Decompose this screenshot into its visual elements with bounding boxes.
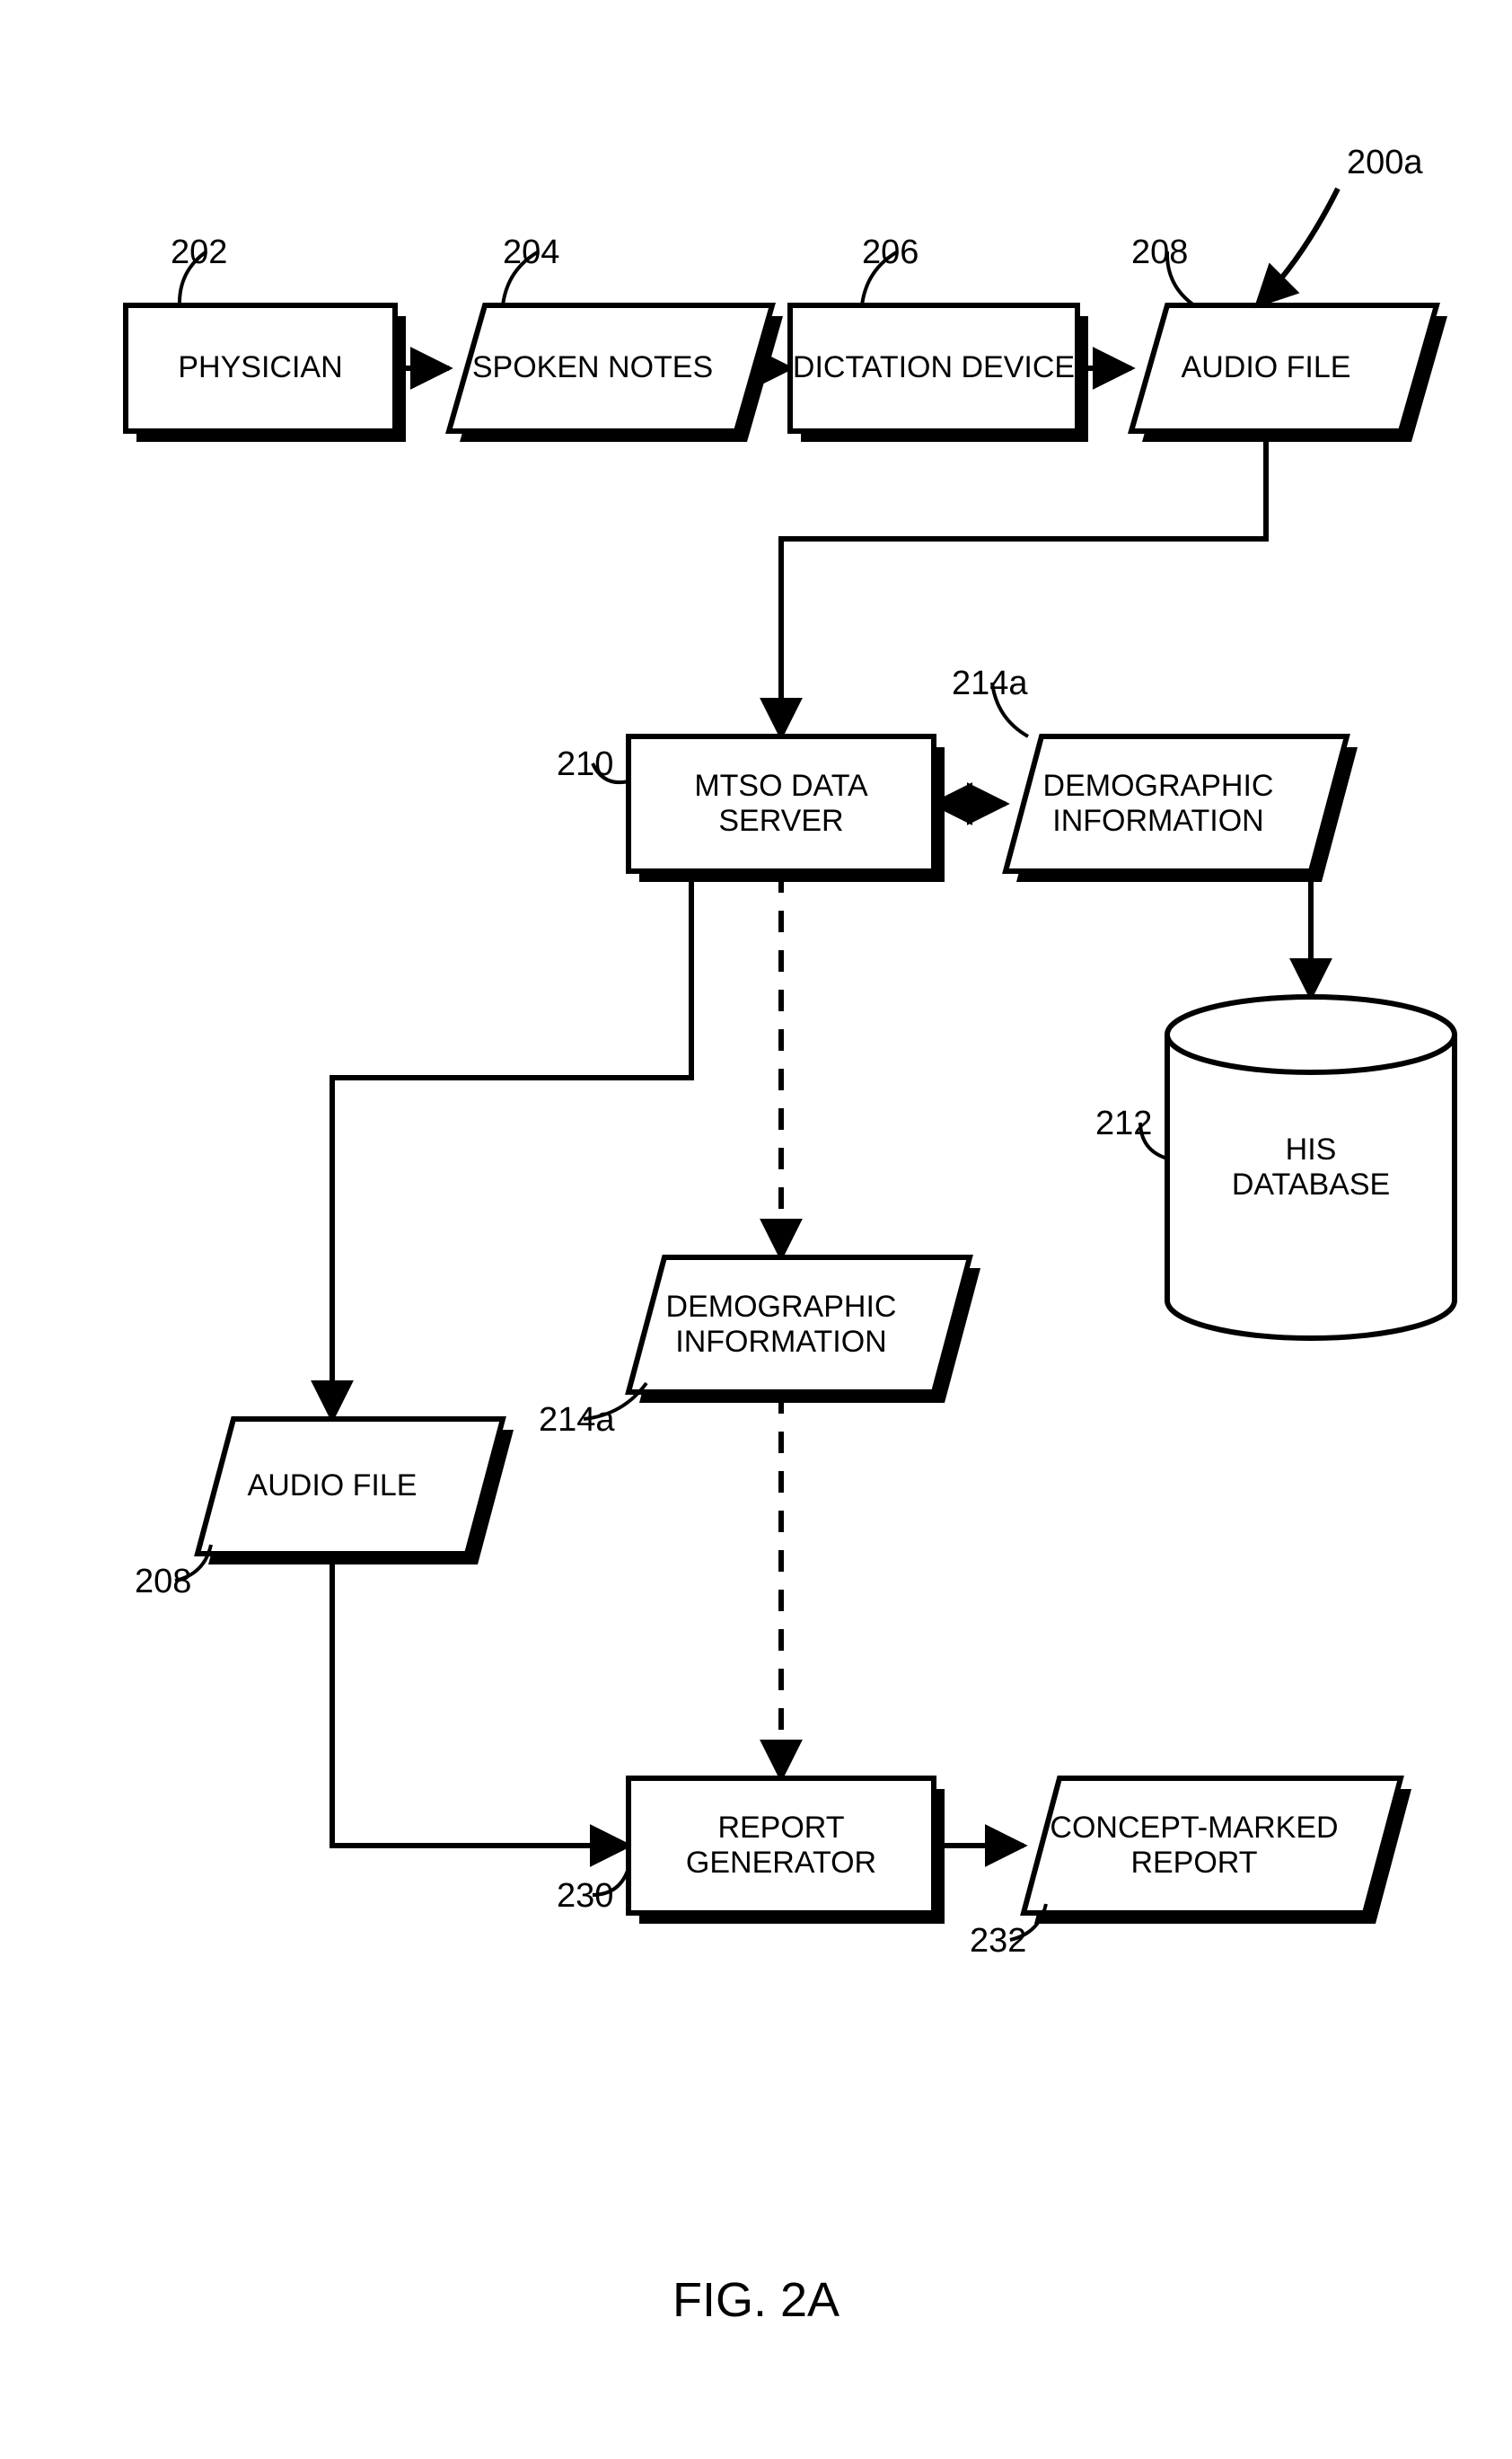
mtso-node: MTSO DATA SERVER — [629, 736, 934, 871]
demo_top-ref: 214a — [952, 665, 1028, 703]
system-ref: 200a — [1347, 144, 1423, 182]
his-node: HIS DATABASE — [1167, 997, 1455, 1338]
diagram-canvas: PHYSICIAN 202 SPOKEN NOTES 204 DICTATION DEV… — [0, 0, 1512, 2459]
mtso-ref: 210 — [557, 745, 613, 784]
audio_bottom-node: AUDIO FILE — [198, 1419, 467, 1554]
report_gen-ref: 230 — [557, 1877, 613, 1916]
concept_report-node: CONCEPT-MARKED REPORT — [1024, 1778, 1365, 1913]
audio_top-node: AUDIO FILE — [1131, 305, 1401, 431]
his-ref: 212 — [1095, 1105, 1152, 1143]
spoken_notes-ref: 204 — [503, 234, 559, 272]
report_gen-node: REPORT GENERATOR — [629, 1778, 934, 1913]
demo_top-node: DEMOGRAPHIC INFORMATION — [1006, 736, 1311, 871]
dictation-node: DICTATION DEVICE — [790, 305, 1077, 431]
physician-node: PHYSICIAN — [126, 305, 395, 431]
spoken_notes-node: SPOKEN NOTES — [449, 305, 736, 431]
demo_bottom-ref: 214a — [539, 1401, 615, 1440]
physician-ref: 202 — [171, 234, 227, 272]
dictation-ref: 206 — [862, 234, 919, 272]
figure-label: FIG. 2A — [0, 2272, 1512, 2328]
audio_bottom-ref: 208 — [135, 1563, 191, 1601]
concept_report-ref: 232 — [970, 1922, 1026, 1961]
demo_bottom-node: DEMOGRAPHIC INFORMATION — [629, 1257, 934, 1392]
audio_top-ref: 208 — [1131, 234, 1188, 272]
